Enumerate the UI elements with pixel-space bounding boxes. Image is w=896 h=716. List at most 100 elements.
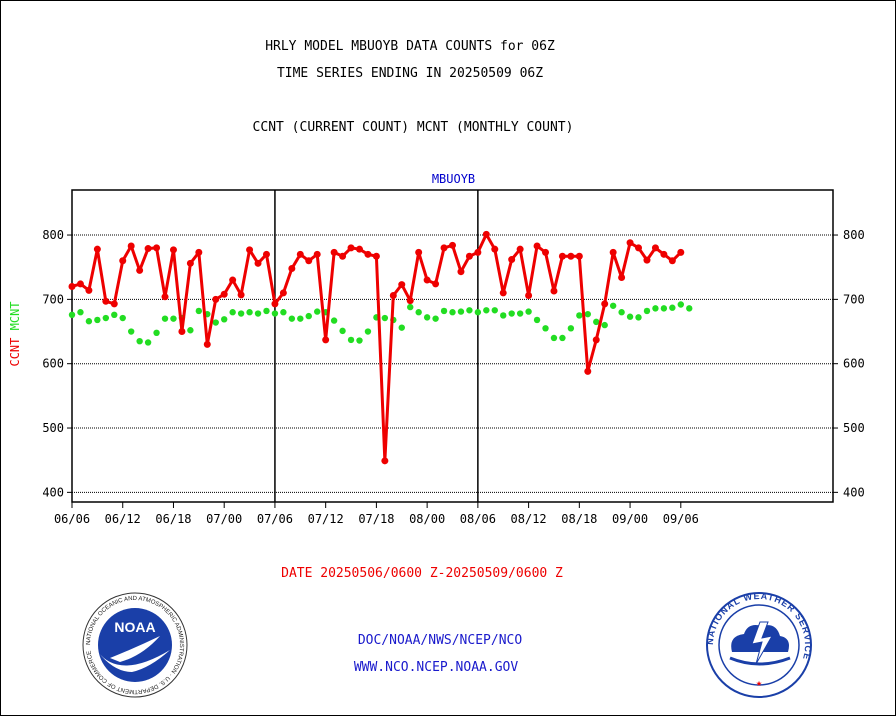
ccnt-point — [254, 259, 262, 267]
x-tick-label: 07/00 — [206, 512, 242, 526]
ccnt-point — [169, 246, 177, 254]
date-range-label: DATE 20250506/0600 Z-20250509/0600 Z — [281, 566, 563, 581]
ccnt-point — [558, 252, 566, 260]
mcnt-point — [111, 311, 118, 318]
x-tick-label: 08/06 — [460, 512, 496, 526]
mcnt-point — [652, 305, 659, 312]
mcnt-point — [398, 324, 405, 331]
mcnt-point — [415, 309, 422, 316]
svg-text:★: ★ — [756, 678, 762, 689]
ccnt-point — [237, 291, 245, 299]
mcnt-point — [136, 337, 143, 345]
mcnt-point — [567, 325, 575, 332]
mcnt-point — [533, 316, 541, 324]
ccnt-point — [668, 257, 676, 265]
ccnt-point — [398, 281, 406, 289]
ccnt-point — [178, 328, 186, 336]
ccnt-point — [677, 248, 685, 256]
x-tick-label: 08/18 — [561, 512, 597, 526]
ccnt-point — [271, 300, 279, 308]
mcnt-point — [483, 307, 490, 314]
nws-logo: ★ NATIONAL WEATHER SERVICE — [705, 592, 812, 698]
x-tick-label: 07/12 — [308, 512, 344, 526]
x-tick-label: 08/12 — [511, 512, 547, 526]
mcnt-point — [432, 315, 439, 322]
y-tick-label-left: 700 — [42, 292, 64, 306]
mcnt-point — [119, 314, 126, 322]
mcnt-point — [212, 319, 219, 326]
x-tick-label: 09/00 — [612, 512, 648, 526]
ccnt-point — [550, 287, 558, 295]
mcnt-point — [491, 307, 498, 314]
mcnt-point — [516, 310, 524, 317]
mcnt-point — [440, 307, 448, 315]
ccnt-point — [440, 244, 448, 252]
noaa-logo: NOAA NATIONAL OCEANIC AND ATMOSPHERIC AD… — [82, 592, 188, 698]
ccnt-point — [542, 248, 550, 256]
mcnt-point — [542, 325, 549, 332]
mcnt-point — [102, 314, 110, 322]
mcnt-point — [643, 307, 651, 315]
ccnt-point — [626, 239, 634, 247]
mcnt-point — [635, 314, 642, 321]
mcnt-point — [77, 309, 84, 316]
website-link[interactable]: WWW.NCO.NCEP.NOAA.GOV — [353, 660, 519, 675]
ccnt-point — [212, 295, 220, 303]
ccnt-point — [127, 242, 135, 250]
ccnt-point — [313, 250, 321, 258]
mcnt-point — [609, 302, 617, 309]
mcnt-point — [466, 307, 473, 314]
ccnt-point — [575, 252, 583, 260]
ccnt-point — [153, 244, 161, 252]
ccnt-point — [609, 248, 617, 256]
mcnt-point — [576, 312, 583, 319]
ccnt-point — [355, 245, 363, 253]
ccnt-point — [592, 336, 600, 344]
y-tick-label-right: 400 — [843, 485, 865, 499]
ccnt-point — [347, 244, 355, 252]
y-axis-label-part: MCNT — [8, 301, 22, 337]
ccnt-point — [601, 300, 609, 308]
mcnt-point — [356, 337, 363, 344]
mcnt-point — [229, 309, 236, 316]
mcnt-point — [170, 315, 177, 322]
mcnt-point — [195, 307, 203, 315]
mcnt-point — [271, 310, 279, 317]
ccnt-point — [635, 244, 643, 252]
title-line-1: HRLY MODEL MBUOYB DATA COUNTS for 06Z — [265, 39, 555, 54]
subtitle: CCNT (CURRENT COUNT) MCNT (MONTHLY COUNT… — [252, 120, 574, 135]
y-tick-label-left: 600 — [42, 357, 64, 371]
ccnt-point — [144, 245, 152, 253]
y-tick-label-left: 800 — [42, 228, 64, 242]
mcnt-point — [85, 318, 93, 325]
y-tick-label-right: 600 — [843, 357, 865, 371]
mcnt-point — [153, 329, 160, 337]
mcnt-point — [263, 307, 270, 315]
mcnt-point — [423, 314, 431, 321]
mcnt-point — [474, 309, 482, 316]
mcnt-point — [280, 309, 287, 316]
ccnt-point — [372, 252, 380, 260]
mcnt-point — [677, 301, 684, 308]
ccnt-point — [279, 289, 287, 297]
mcnt-point — [584, 310, 591, 318]
mcnt-point — [144, 339, 152, 346]
ccnt-point — [322, 336, 330, 344]
ccnt-point — [516, 245, 524, 253]
ccnt-point — [195, 248, 203, 256]
ccnt-point — [381, 457, 389, 465]
ccnt-point — [508, 255, 516, 263]
ccnt-point — [491, 245, 499, 253]
ccnt-point — [76, 280, 84, 288]
ccnt-point — [119, 257, 127, 265]
mcnt-point — [314, 308, 321, 315]
y-tick-label-right: 700 — [843, 292, 865, 306]
mcnt-point — [457, 308, 465, 315]
noaa-logo-text: NOAA — [114, 619, 155, 635]
ccnt-point — [406, 297, 414, 305]
mcnt-point — [407, 303, 414, 311]
ccnt-point — [465, 252, 473, 260]
mcnt-point — [288, 315, 296, 322]
ccnt-point — [220, 290, 228, 298]
